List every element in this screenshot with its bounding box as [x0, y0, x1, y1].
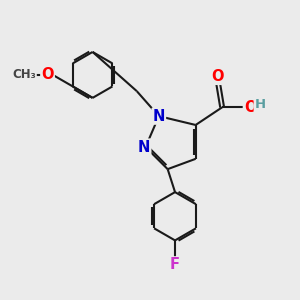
Text: CH₃: CH₃	[12, 68, 36, 81]
Text: N: N	[138, 140, 150, 154]
Text: F: F	[170, 257, 180, 272]
Text: O: O	[212, 69, 224, 84]
Text: O: O	[41, 68, 54, 82]
Text: H: H	[254, 98, 266, 111]
Text: N: N	[153, 109, 165, 124]
Text: O: O	[244, 100, 256, 115]
